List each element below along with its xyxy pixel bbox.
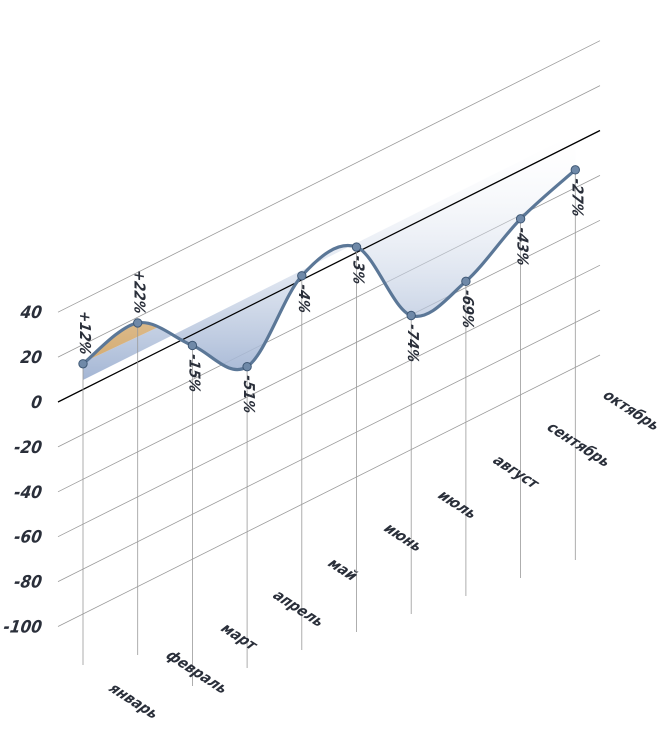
zero-line xyxy=(57,129,601,403)
grid-lines xyxy=(57,40,601,627)
month-label: февраль xyxy=(162,647,232,697)
value-label: -3% xyxy=(350,254,368,286)
value-label: -15% xyxy=(185,353,203,394)
data-point xyxy=(515,214,526,224)
value-label: -69% xyxy=(459,289,477,330)
data-point xyxy=(187,340,198,351)
series-line-path xyxy=(81,168,577,372)
y-tick-label: 0 xyxy=(30,393,44,413)
value-label: -27% xyxy=(568,177,586,218)
data-point xyxy=(133,318,143,328)
y-tick-label: 40 xyxy=(18,303,43,323)
series-line xyxy=(81,168,577,372)
markers xyxy=(78,165,580,372)
value-label: -43% xyxy=(514,226,532,267)
y-tick-label: -80 xyxy=(13,573,44,593)
gridline xyxy=(57,309,601,582)
data-point xyxy=(242,361,252,372)
gridline xyxy=(57,219,601,493)
month-label: июль xyxy=(434,487,481,523)
gridline xyxy=(57,85,601,358)
value-label: -74% xyxy=(404,323,422,364)
gridline xyxy=(57,354,601,627)
negative-area xyxy=(83,133,576,380)
month-labels: январьфевральмартапрельмайиюньиюльавгуст… xyxy=(104,387,664,723)
y-tick-label: -100 xyxy=(2,618,43,638)
data-point xyxy=(297,271,307,281)
data-point xyxy=(406,310,416,321)
month-label: июнь xyxy=(380,520,426,555)
y-axis-labels: 40 20 0 -20 -40 -60 -80 -100 xyxy=(2,303,43,637)
y-tick-label: -40 xyxy=(13,483,44,503)
data-point xyxy=(351,242,362,252)
zero-gridline xyxy=(57,129,601,403)
value-label: -51% xyxy=(240,374,258,415)
month-label: август xyxy=(489,452,544,493)
area-fill xyxy=(83,133,576,380)
y-tick-label: -20 xyxy=(13,438,44,458)
drop-lines xyxy=(82,169,576,686)
data-point xyxy=(570,165,580,175)
data-point xyxy=(461,276,471,287)
value-label: -4% xyxy=(295,283,313,315)
month-label: март xyxy=(217,620,262,654)
value-label: +12% xyxy=(76,310,94,357)
month-label: январь xyxy=(104,679,162,722)
value-label: +22% xyxy=(131,269,149,316)
value-labels: +12% +22% -15% -51% -4% -3% -74% -69% -43% -27% xyxy=(76,177,586,415)
gridline xyxy=(57,40,601,313)
month-label: апрель xyxy=(269,587,328,631)
month-label: сентябрь xyxy=(543,419,615,471)
gridline xyxy=(57,264,601,538)
y-tick-label: 20 xyxy=(19,348,43,368)
data-point xyxy=(78,359,88,369)
month-label: октябрь xyxy=(599,387,664,434)
y-tick-label: -60 xyxy=(13,528,44,548)
